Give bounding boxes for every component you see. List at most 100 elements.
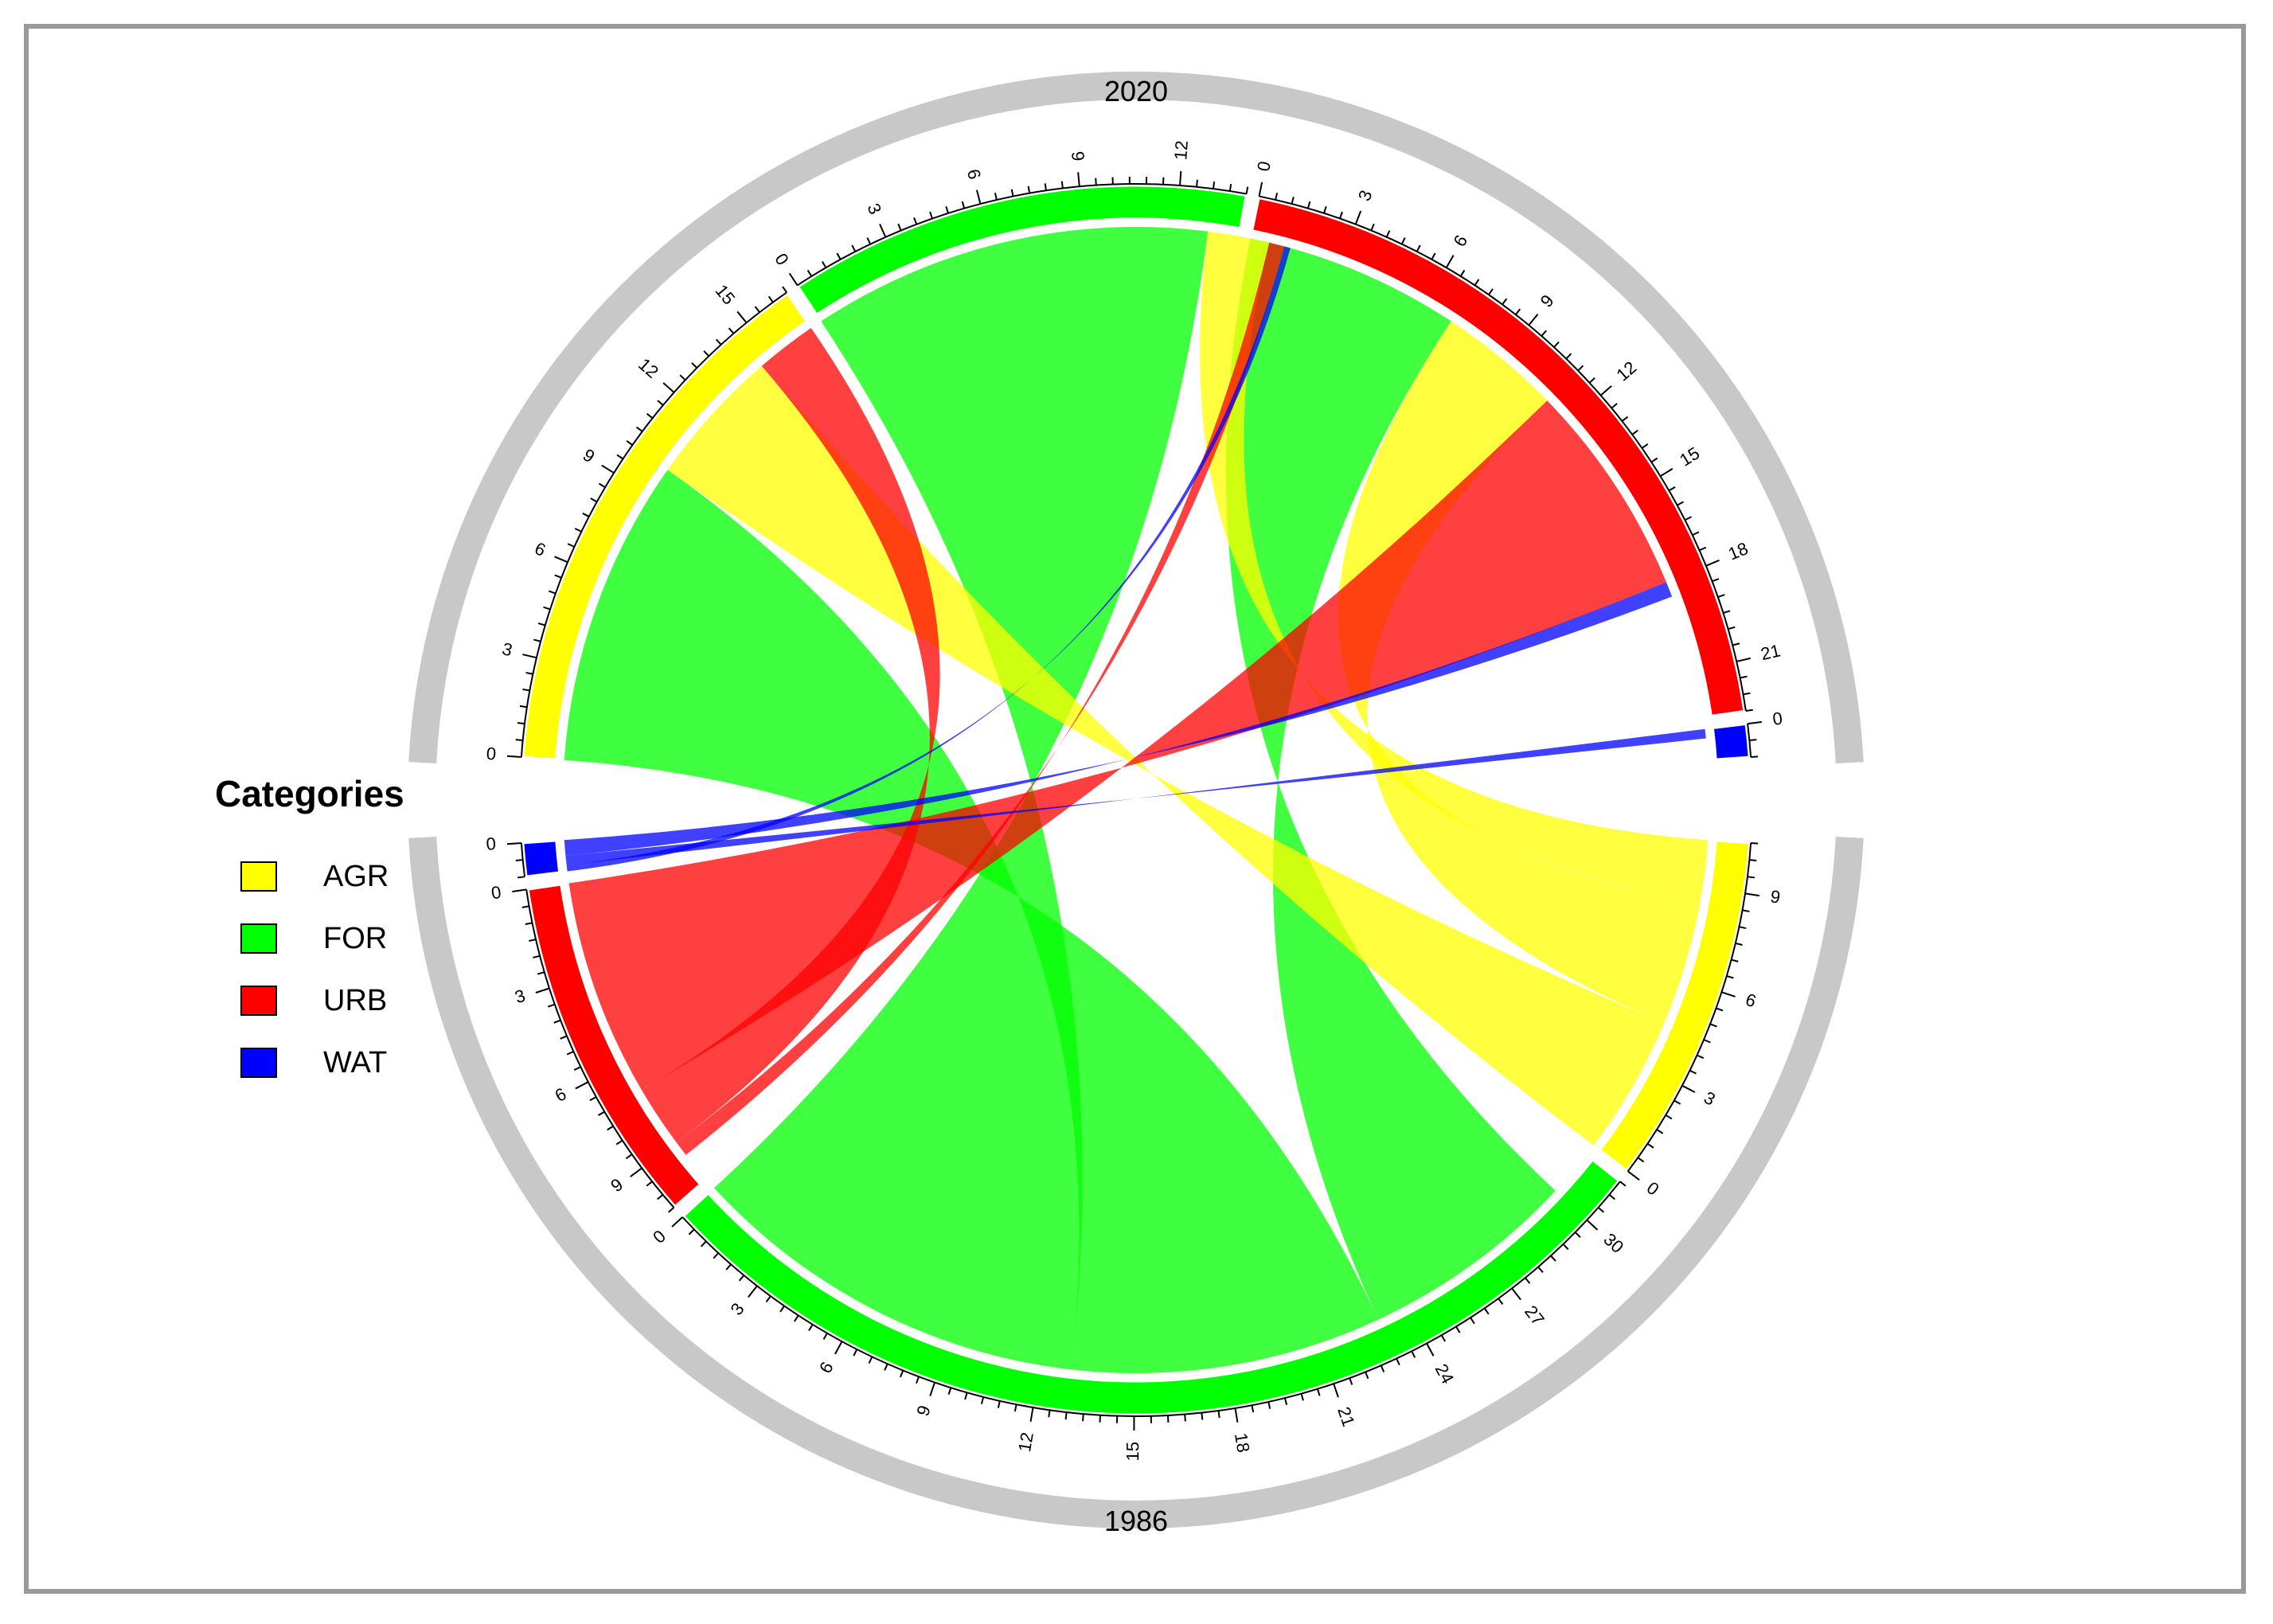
tick-mark [1577,365,1584,372]
tick-mark [1743,692,1751,696]
tick-label: 9 [912,1403,935,1419]
tick-label: 0 [771,250,793,269]
chord-for-to-agr [564,470,1379,1374]
sector-axis [520,291,787,758]
tick-mark [554,556,568,564]
tick-mark [1703,1039,1711,1044]
tick-mark [575,1081,589,1090]
tick-mark [601,464,615,474]
sectors: 0 3 6 9 12 15 0 3 6 9 12 0 3 6 9 12 15 18 21 0 0 3 6 9 0 3 6 9 12 15 1… [486,140,1784,1462]
tick-mark [964,1392,968,1400]
tick-mark [1013,1404,1017,1412]
tick-label: 18 [1725,538,1751,564]
tick-mark [679,374,686,381]
tick-label: 24 [1431,1360,1459,1387]
tick-mark [662,382,675,393]
tick-mark [533,954,541,958]
tick-mark [573,1066,581,1071]
tick-mark [1721,991,1736,997]
legend-label: WAT [323,1045,388,1079]
tick-mark [1267,1401,1271,1409]
tick-mark [1228,183,1232,192]
sector-axis [525,889,675,1208]
tick-mark [671,1216,683,1228]
tick-mark [765,1295,771,1302]
legend-swatch [240,923,277,954]
tick-mark [1745,709,1753,712]
tick-mark [525,922,533,926]
tick-mark [1668,486,1676,492]
tick-mark [1416,244,1421,252]
tick-mark [521,905,529,908]
tick-mark [1528,313,1539,326]
tick-mark [1537,1266,1544,1273]
sector-axis [1627,842,1752,1172]
tick-mark [1562,1243,1569,1251]
tick-mark [1717,594,1725,598]
tick-mark [590,498,598,503]
tick-mark [1689,1069,1697,1075]
legend: Categories AGR FOR URB WAT [215,772,404,1094]
tick-label: 0 [490,882,502,904]
tick-label: 12 [635,354,662,382]
tick-mark [1217,1410,1220,1419]
tick-mark [1674,1099,1681,1105]
tick-mark [1323,205,1327,214]
tick-mark [1553,341,1560,348]
tick-mark [1385,230,1391,238]
tick-mark [1179,170,1182,186]
tick-label: 3 [727,1299,748,1319]
tick-mark [1621,416,1629,422]
tick-mark [1483,1307,1490,1315]
tick-mark [1300,1393,1304,1401]
tick-label: 30 [1599,1229,1627,1257]
tick-mark [834,1341,843,1355]
tick-label: 6 [552,1083,569,1106]
sector-1986-agr [1598,839,1751,1173]
legend-item-wat: WAT [215,1032,404,1094]
tick-mark [1631,429,1638,435]
tick-mark [736,310,748,324]
tick-mark [543,606,551,611]
tick-mark [1396,1358,1400,1366]
sector-2020-urb [1250,196,1746,718]
tick-mark [515,859,523,862]
legend-swatch [240,861,277,892]
tick-label: 3 [1701,1087,1718,1110]
tick-mark [529,939,537,943]
tick-mark [1751,841,1759,845]
tick-label: 21 [1759,640,1782,664]
tick-mark [1488,288,1494,295]
tick-mark [1339,211,1343,219]
sector-1986-for [682,1157,1621,1416]
tick-mark [728,327,735,334]
tick-mark [519,705,528,709]
tick-mark [821,260,827,268]
tick-mark [657,400,664,406]
tick-mark [1380,1364,1385,1372]
tick-mark [929,211,933,219]
legend-swatch [240,986,277,1016]
tick-label: 6 [1743,990,1758,1012]
sector-axis [1259,195,1747,712]
legend-swatch [240,1048,277,1078]
tick-label: 9 [1769,886,1782,908]
tick-mark [547,1003,556,1008]
tick-mark [866,237,872,245]
tick-mark [1744,892,1759,897]
tick-mark [512,888,527,892]
tick-mark [822,1333,828,1340]
tick-mark [616,454,624,460]
tick-label: 15 [1676,443,1703,470]
tick-mark [947,1387,952,1396]
tick-mark [1751,755,1759,759]
tick-mark [1608,1193,1615,1200]
tick-mark [1677,501,1685,506]
tick-mark [1245,186,1249,194]
tick-mark [1736,657,1751,662]
sector-2020-wat [1711,722,1751,761]
tick-mark [1426,1343,1435,1357]
tick-mark [793,1314,799,1322]
tick-mark [1431,252,1436,260]
